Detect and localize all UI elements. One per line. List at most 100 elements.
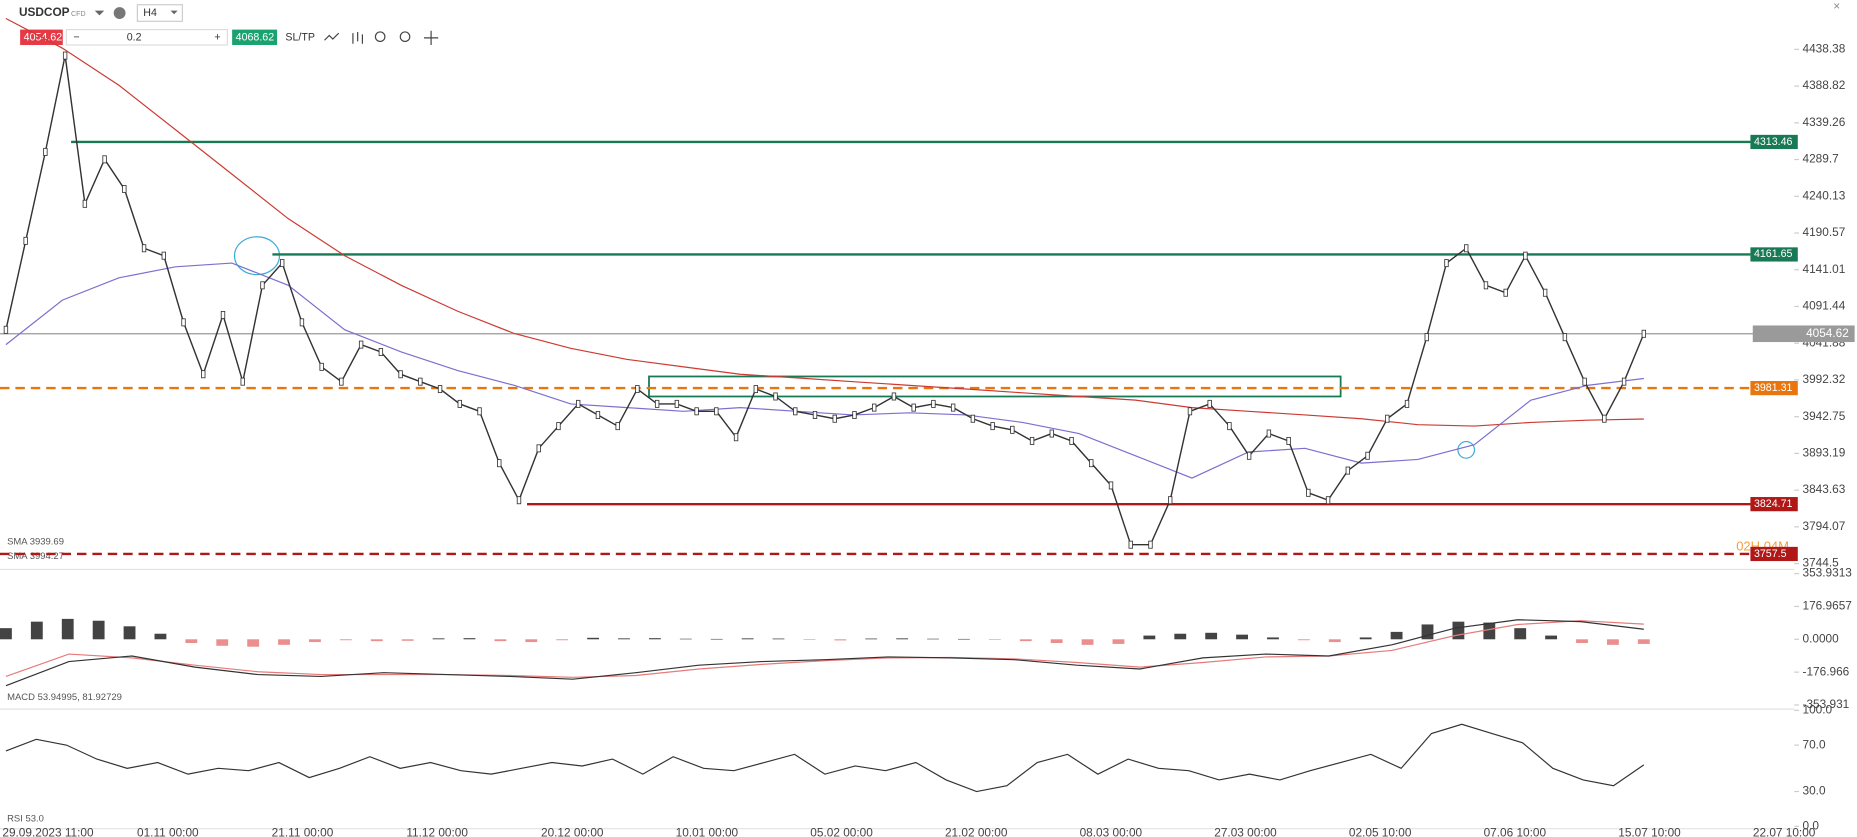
macd-bar: [1359, 637, 1372, 640]
close-point: [1424, 333, 1429, 342]
current-price-badge: [1752, 325, 1855, 343]
close-point: [1266, 429, 1272, 438]
close-point: [812, 411, 818, 419]
close-point: [43, 147, 48, 156]
macd-bar: [710, 638, 723, 640]
series-line: [5, 17, 1644, 427]
macd-bar: [1174, 633, 1187, 640]
macd-bar: [834, 639, 847, 641]
level-label: 3757.5: [1754, 548, 1787, 560]
y-tick-label: -176.966: [1803, 664, 1850, 678]
quantity[interactable]: 0.2: [127, 32, 142, 44]
close-point: [1602, 414, 1607, 423]
close-point: [1404, 399, 1410, 408]
macd-bar: [741, 638, 754, 640]
time-label: 08.03 00:00: [1080, 826, 1143, 837]
y-tick-label: 3942.75: [1803, 409, 1846, 423]
y-tick-label: 100.0: [1803, 702, 1833, 716]
level-badge: [1750, 546, 1798, 562]
time-label: 11.12 00:00: [406, 826, 468, 837]
close-point: [319, 362, 324, 371]
close-point: [1483, 281, 1489, 290]
close-point: [161, 251, 166, 260]
level-label: 4161.65: [1754, 248, 1793, 260]
y-tick-label: 4339.26: [1803, 115, 1846, 129]
quantity-box[interactable]: [65, 29, 228, 46]
close-point: [1148, 540, 1153, 549]
macd-bar: [1081, 639, 1094, 645]
close-point: [1010, 425, 1015, 434]
close-point: [832, 414, 837, 423]
series-line: [5, 723, 1645, 793]
macd-bar: [185, 639, 198, 644]
candle-tool[interactable]: [352, 31, 363, 44]
close-point: [793, 407, 798, 416]
macd-bar: [154, 633, 167, 640]
level-badge: [1750, 497, 1798, 512]
macd-bar: [0, 628, 12, 640]
close-point: [694, 407, 699, 416]
macd-bar: [648, 638, 661, 640]
y-tick-label: 4438.38: [1803, 41, 1846, 55]
symbol[interactable]: USDCOP: [19, 5, 70, 19]
y-tick-label: 3893.19: [1803, 446, 1846, 460]
time-label: 15.07 10:00: [1618, 826, 1681, 837]
buy-button[interactable]: [232, 29, 278, 45]
close-point: [753, 385, 758, 394]
close-point: [1385, 414, 1390, 423]
close-icon[interactable]: ×: [1833, 0, 1840, 13]
timeframe-select[interactable]: [136, 4, 183, 22]
time-label: 01.11 00:00: [137, 826, 199, 837]
current-price-label: 4054.62: [1806, 326, 1849, 340]
close-point: [556, 422, 561, 431]
macd-bar: [988, 639, 1001, 640]
symbol-dropdown[interactable]: [94, 10, 105, 16]
move-tool[interactable]: [423, 30, 439, 45]
time-label: 07.06 10:00: [1484, 826, 1547, 837]
zoom-out[interactable]: [374, 31, 386, 43]
close-point: [1641, 329, 1647, 338]
macd-bar: [587, 637, 600, 640]
close-point: [1128, 540, 1133, 549]
y-tick-label: 3794.07: [1803, 519, 1846, 533]
macd-bar: [1514, 628, 1527, 640]
close-point: [1582, 377, 1587, 386]
zoom-in[interactable]: [399, 31, 411, 43]
minus[interactable]: −: [73, 32, 79, 44]
time-label: 21.02 00:00: [945, 826, 1008, 837]
close-point: [497, 459, 502, 468]
macd-bar: [1236, 634, 1248, 640]
close-point: [1286, 436, 1291, 445]
plus[interactable]: +: [214, 32, 220, 44]
line-tool[interactable]: [324, 32, 340, 41]
close-point: [23, 236, 28, 245]
time-label: 02.05 10:00: [1349, 826, 1412, 837]
macd-bar: [556, 639, 569, 641]
macd-bar: [1019, 639, 1032, 642]
y-tick-label: 4091.44: [1803, 299, 1846, 313]
time-label: 27.03 00:00: [1214, 826, 1277, 837]
macd-bar: [865, 638, 878, 640]
series-line: [5, 620, 1644, 678]
macd-bar: [1267, 637, 1279, 640]
sma-label: SMA 3939.69: [7, 537, 64, 548]
series-line: [5, 619, 1644, 687]
sltp[interactable]: SL/TP: [285, 32, 315, 44]
macd-bar: [278, 639, 290, 645]
info-icon[interactable]: [113, 7, 126, 19]
macd-bar: [463, 638, 476, 640]
close-point: [1562, 333, 1568, 342]
macd-bar: [247, 639, 260, 647]
macd-bar: [30, 621, 43, 640]
close-point: [1246, 451, 1252, 460]
level-badge: [1750, 134, 1798, 150]
macd-bar: [309, 639, 321, 643]
close-point: [1523, 251, 1528, 260]
y-tick-label: 3843.63: [1803, 482, 1846, 496]
close-point: [950, 403, 956, 412]
y-tick-label: 4190.57: [1803, 225, 1846, 239]
macd-bar: [958, 638, 970, 640]
macd-bar: [339, 639, 352, 641]
macd-bar: [1112, 639, 1125, 644]
